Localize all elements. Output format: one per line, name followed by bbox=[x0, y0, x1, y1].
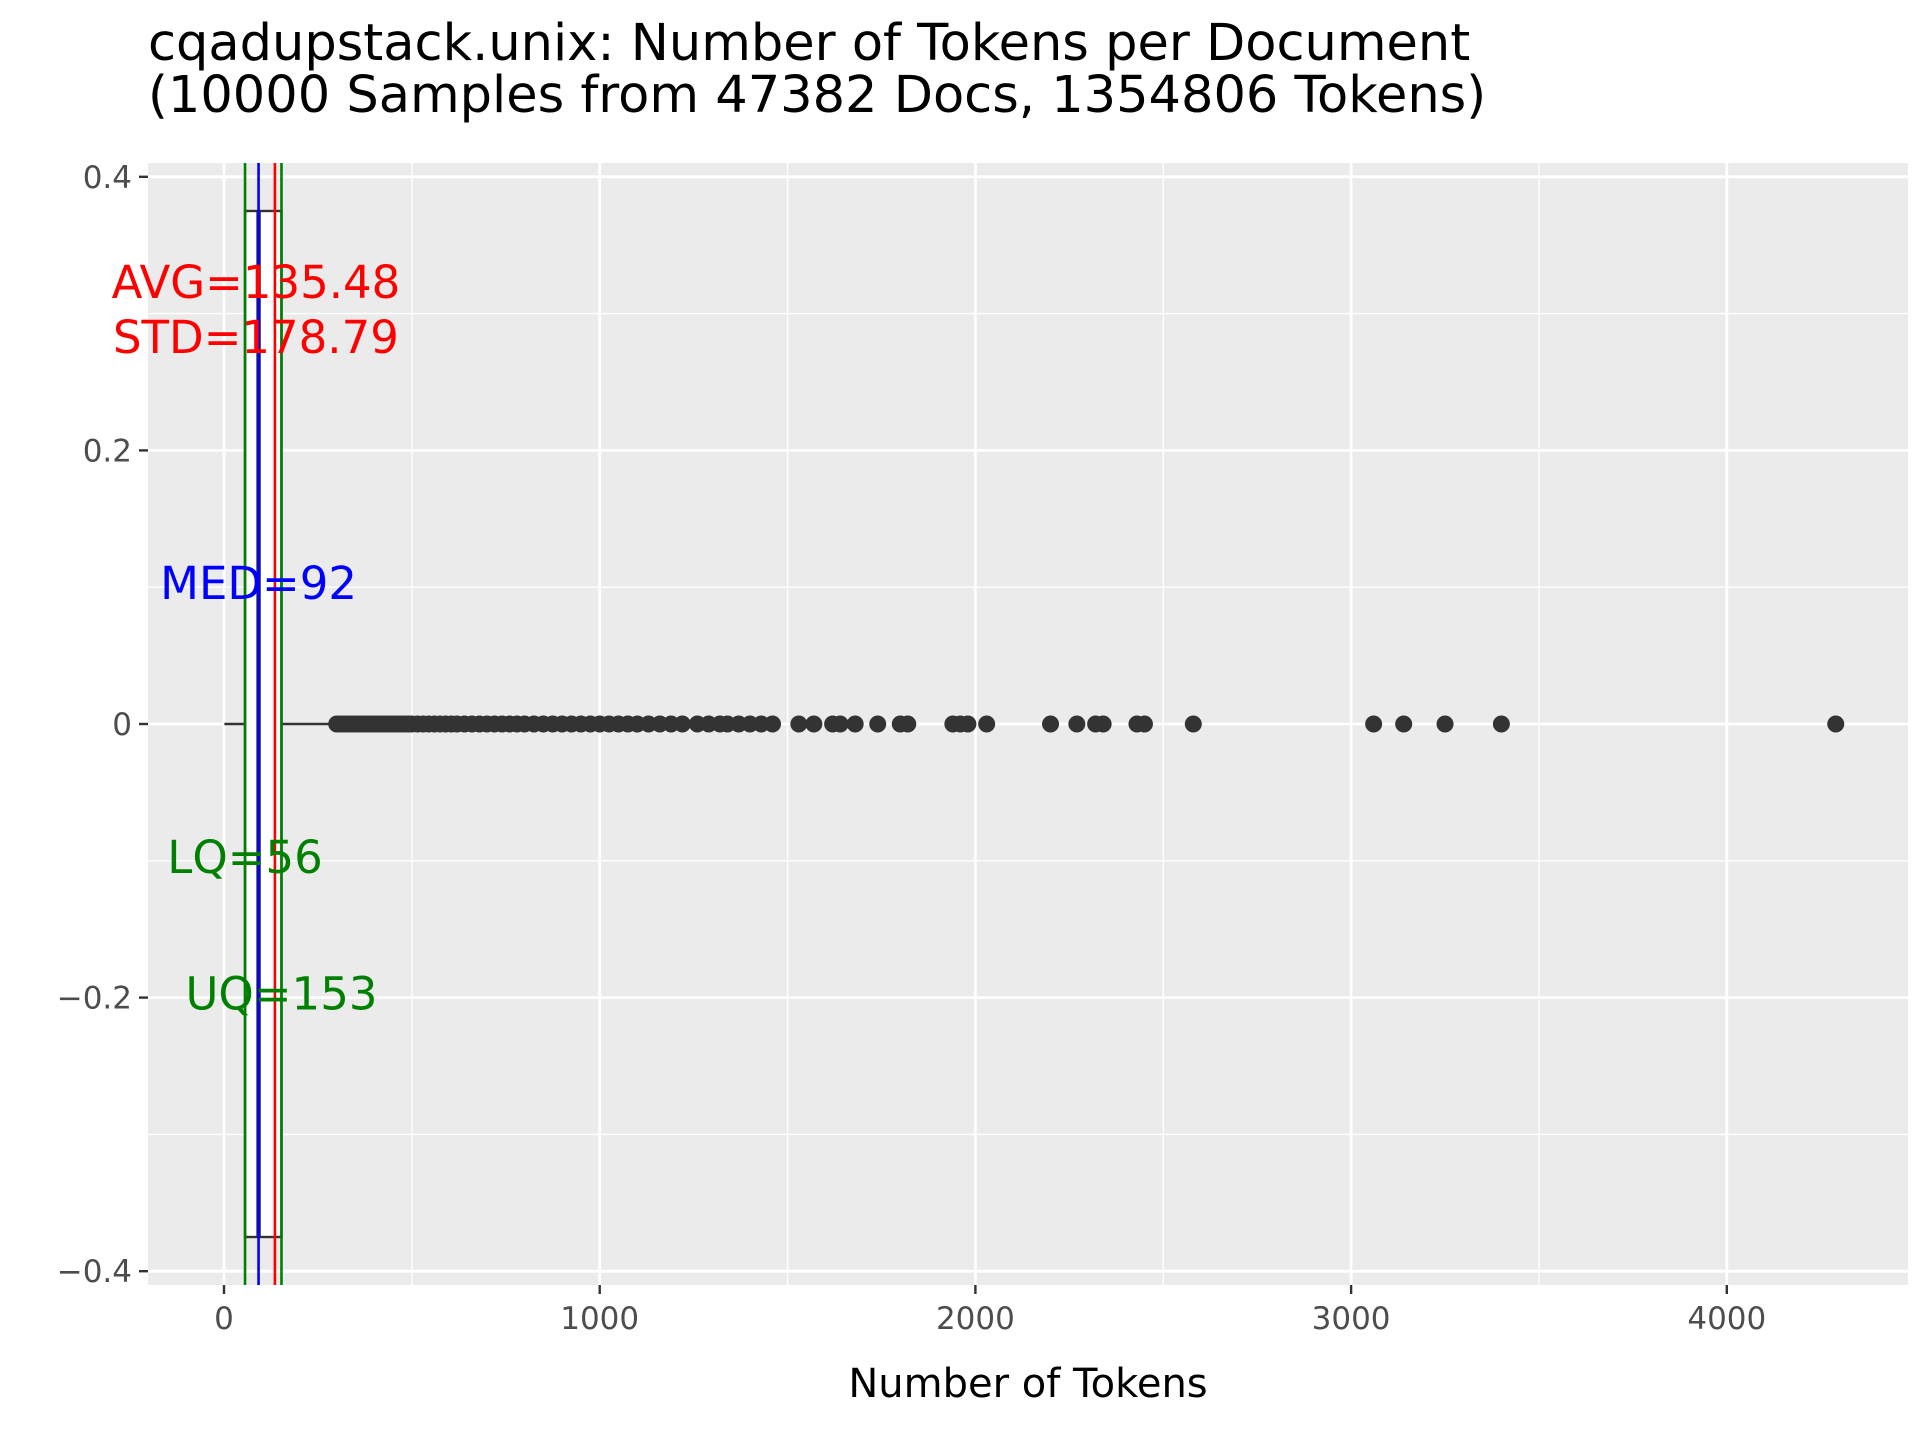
y-tick-label: −0.4 bbox=[57, 1254, 132, 1290]
outlier-point bbox=[1135, 715, 1153, 733]
outlier-points bbox=[328, 715, 1845, 733]
lq-label: LQ=56 bbox=[167, 831, 322, 884]
y-tick-label: −0.2 bbox=[57, 981, 132, 1017]
x-tick-label: 1000 bbox=[560, 1301, 639, 1337]
outlier-point bbox=[673, 715, 691, 733]
stat-labels: AVG=135.48 STD=178.79 MED=92 LQ=56 UQ=15… bbox=[112, 256, 401, 1020]
median-label: MED=92 bbox=[160, 557, 357, 610]
outlier-point bbox=[764, 715, 782, 733]
avg-label: AVG=135.48 bbox=[112, 256, 401, 309]
outlier-point bbox=[805, 715, 823, 733]
outlier-point bbox=[1365, 715, 1383, 733]
outlier-point bbox=[1184, 715, 1202, 733]
outlier-point bbox=[1436, 715, 1454, 733]
outlier-point bbox=[846, 715, 864, 733]
outlier-point bbox=[959, 715, 977, 733]
x-axis-title: Number of Tokens bbox=[848, 1361, 1207, 1407]
y-tick-label: 0 bbox=[112, 707, 132, 743]
outlier-point bbox=[1094, 715, 1112, 733]
chart-title-line-1: cqadupstack.unix: Number of Tokens per D… bbox=[148, 14, 1470, 73]
outlier-point bbox=[831, 715, 849, 733]
stat-lines bbox=[243, 163, 283, 1285]
outlier-point bbox=[790, 715, 808, 733]
x-axis: 0 1000 2000 3000 4000 bbox=[214, 1285, 1766, 1337]
outlier-point bbox=[1492, 715, 1510, 733]
outlier-point bbox=[899, 715, 917, 733]
x-tick-label: 0 bbox=[214, 1301, 234, 1337]
std-label: STD=178.79 bbox=[113, 311, 399, 364]
y-tick-label: 0.4 bbox=[83, 160, 132, 196]
outlier-point bbox=[1395, 715, 1413, 733]
uq-label: UQ=153 bbox=[186, 968, 378, 1021]
y-axis: 0.4 0.2 0 −0.2 −0.4 bbox=[57, 160, 148, 1290]
x-tick-label: 2000 bbox=[936, 1301, 1015, 1337]
y-tick-label: 0.2 bbox=[83, 433, 132, 469]
outlier-point bbox=[869, 715, 887, 733]
x-tick-label: 3000 bbox=[1312, 1301, 1391, 1337]
x-tick-label: 4000 bbox=[1687, 1301, 1766, 1337]
outlier-point bbox=[1068, 715, 1086, 733]
outlier-point bbox=[1042, 715, 1060, 733]
chart-title-line-2: (10000 Samples from 47382 Docs, 1354806 … bbox=[148, 66, 1486, 125]
outlier-point bbox=[978, 715, 996, 733]
outlier-point bbox=[1827, 715, 1845, 733]
